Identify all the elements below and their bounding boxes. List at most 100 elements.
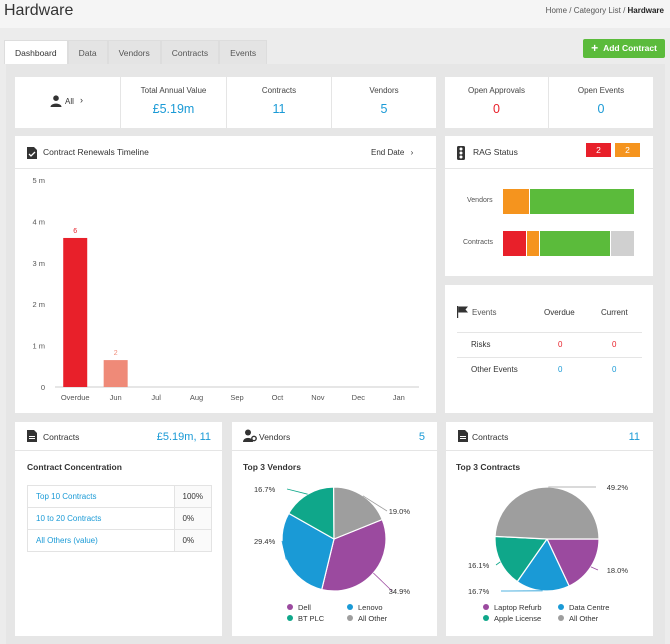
traffic-light-icon — [457, 146, 465, 160]
events-title: Events — [472, 308, 497, 317]
tab-vendors[interactable]: Vendors — [107, 40, 161, 64]
open-items-panel: Open Approvals 0 Open Events 0 — [445, 77, 653, 128]
other-events-overdue[interactable]: 0 — [558, 365, 563, 374]
pie-data-label: 29.4% — [254, 537, 276, 546]
rag-segment[interactable] — [530, 189, 634, 214]
x-tick-label: Oct — [272, 393, 285, 402]
vendors-rag-bar[interactable] — [503, 189, 635, 214]
legend-swatch — [287, 615, 293, 621]
contracts-pie-title: Contracts — [472, 432, 509, 442]
breadcrumb-category[interactable]: Category List — [573, 6, 621, 15]
divider — [457, 332, 642, 333]
rag-segment[interactable] — [539, 231, 610, 256]
rag-segment[interactable] — [503, 231, 527, 256]
add-contract-label: Add Contract — [603, 43, 657, 53]
legend-item[interactable]: Laptop Refurb — [483, 603, 558, 612]
divider — [446, 450, 653, 451]
contracts-pie-count: 11 — [628, 431, 640, 443]
document-check-icon — [27, 147, 37, 159]
tab-bar: Dashboard Data Vendors Contracts Events — [4, 40, 268, 64]
top-bar: Hardware Home / Category List / Hardware — [0, 0, 670, 28]
summary-panel: All › Total Annual Value £5.19m Contract… — [15, 77, 436, 128]
legend-item[interactable]: Dell — [287, 603, 347, 612]
open-approvals-tile[interactable]: Open Approvals 0 — [445, 77, 548, 128]
rag-segment[interactable] — [610, 231, 634, 256]
x-tick-label: Nov — [311, 393, 325, 402]
open-events-tile[interactable]: Open Events 0 — [549, 77, 653, 128]
divider — [331, 77, 332, 128]
vendors-tile[interactable]: Vendors 5 — [332, 77, 436, 128]
events-row-label: Risks — [471, 340, 491, 349]
sort-dropdown[interactable]: End Date › — [371, 148, 413, 157]
rag-segment[interactable] — [527, 231, 539, 256]
open-events-count: 0 — [597, 102, 605, 116]
tab-events[interactable]: Events — [219, 40, 268, 64]
document-icon — [27, 430, 37, 442]
flag-icon — [457, 306, 468, 318]
bar — [103, 360, 128, 387]
divider — [232, 450, 437, 451]
legend-item[interactable]: All Other — [347, 614, 407, 623]
x-tick-label: Jun — [110, 393, 122, 402]
legend-item[interactable]: Apple License — [483, 614, 558, 623]
vendors-label: Vendors — [369, 86, 399, 95]
contracts-pie-subtitle: Top 3 Contracts — [456, 462, 521, 472]
table-row: 10 to 20 Contracts 0% — [27, 507, 213, 530]
contracts-tile[interactable]: Contracts 11 — [227, 77, 331, 128]
legend-item[interactable]: BT PLC — [287, 614, 347, 623]
x-tick-label: Sep — [230, 393, 243, 402]
bar-data-label: 2 — [114, 350, 118, 357]
legend-item[interactable]: Data Centre — [558, 603, 633, 612]
red-count-badge: 2 — [586, 143, 611, 157]
breadcrumb-home[interactable]: Home — [545, 6, 568, 15]
events-panel: Events Overdue Current Risks 0 0 Other E… — [445, 285, 653, 413]
contracts-rag-bar[interactable] — [503, 231, 635, 256]
y-tick-label: 1 m — [32, 342, 45, 351]
user-settings-icon — [243, 429, 257, 442]
pie-slice — [321, 518, 387, 592]
rag-segment[interactable] — [503, 189, 529, 214]
pie-slice — [516, 537, 570, 592]
legend-label: Apple License — [494, 614, 542, 623]
owner-filter[interactable]: All › — [15, 77, 120, 128]
pie-leader-line — [373, 572, 393, 592]
tab-data[interactable]: Data — [67, 40, 108, 64]
events-row-label: Other Events — [471, 365, 518, 374]
concentration-link[interactable]: 10 to 20 Contracts — [27, 507, 175, 530]
document-icon — [458, 430, 468, 442]
overdue-header: Overdue — [544, 308, 575, 317]
other-events-current[interactable]: 0 — [612, 365, 617, 374]
x-tick-label: Overdue — [61, 393, 90, 402]
pie-leader-line — [362, 495, 388, 512]
pie-leader-line — [286, 488, 308, 495]
concentration-table: Top 10 Contracts 100% 10 to 20 Contracts 0… — [27, 485, 213, 552]
concentration-link[interactable]: All Others (value) — [27, 529, 175, 552]
add-contract-button[interactable]: + Add Contract — [583, 39, 665, 58]
pie-data-label: 18.0% — [607, 566, 629, 575]
pie-leader-line — [281, 540, 287, 560]
rag-row-label: Contracts — [463, 239, 493, 246]
concentration-value: 100% — [173, 485, 213, 508]
legend-label: Data Centre — [569, 603, 610, 612]
tab-dashboard[interactable]: Dashboard — [4, 40, 68, 64]
legend-item[interactable]: All Other — [558, 614, 633, 623]
open-approvals-count: 0 — [493, 102, 500, 116]
risks-overdue[interactable]: 0 — [558, 340, 563, 349]
open-approvals-label: Open Approvals — [468, 86, 525, 95]
contract-concentration-panel: Contracts £5.19m, 11 Contract Concentrat… — [15, 422, 222, 636]
bar — [63, 237, 88, 387]
pie-leader-line — [495, 561, 501, 566]
renewals-bar-chart: 0 1 m 2 m 3 m 4 m 5 m 6 Overdue 2 Jun Jul Aug Sep Oct… — [32, 176, 419, 402]
legend-item[interactable]: Lenovo — [347, 603, 407, 612]
concentration-value: 0% — [173, 507, 213, 530]
legend-label: Dell — [298, 603, 311, 612]
amber-count-badge: 2 — [615, 143, 640, 157]
user-icon — [50, 95, 62, 107]
legend-swatch — [347, 604, 353, 610]
rag-row-label: Vendors — [467, 197, 493, 204]
x-tick-label: Aug — [190, 393, 203, 402]
legend-swatch — [558, 615, 564, 621]
concentration-link[interactable]: Top 10 Contracts — [27, 485, 175, 508]
risks-current[interactable]: 0 — [612, 340, 617, 349]
tab-contracts[interactable]: Contracts — [160, 40, 220, 64]
